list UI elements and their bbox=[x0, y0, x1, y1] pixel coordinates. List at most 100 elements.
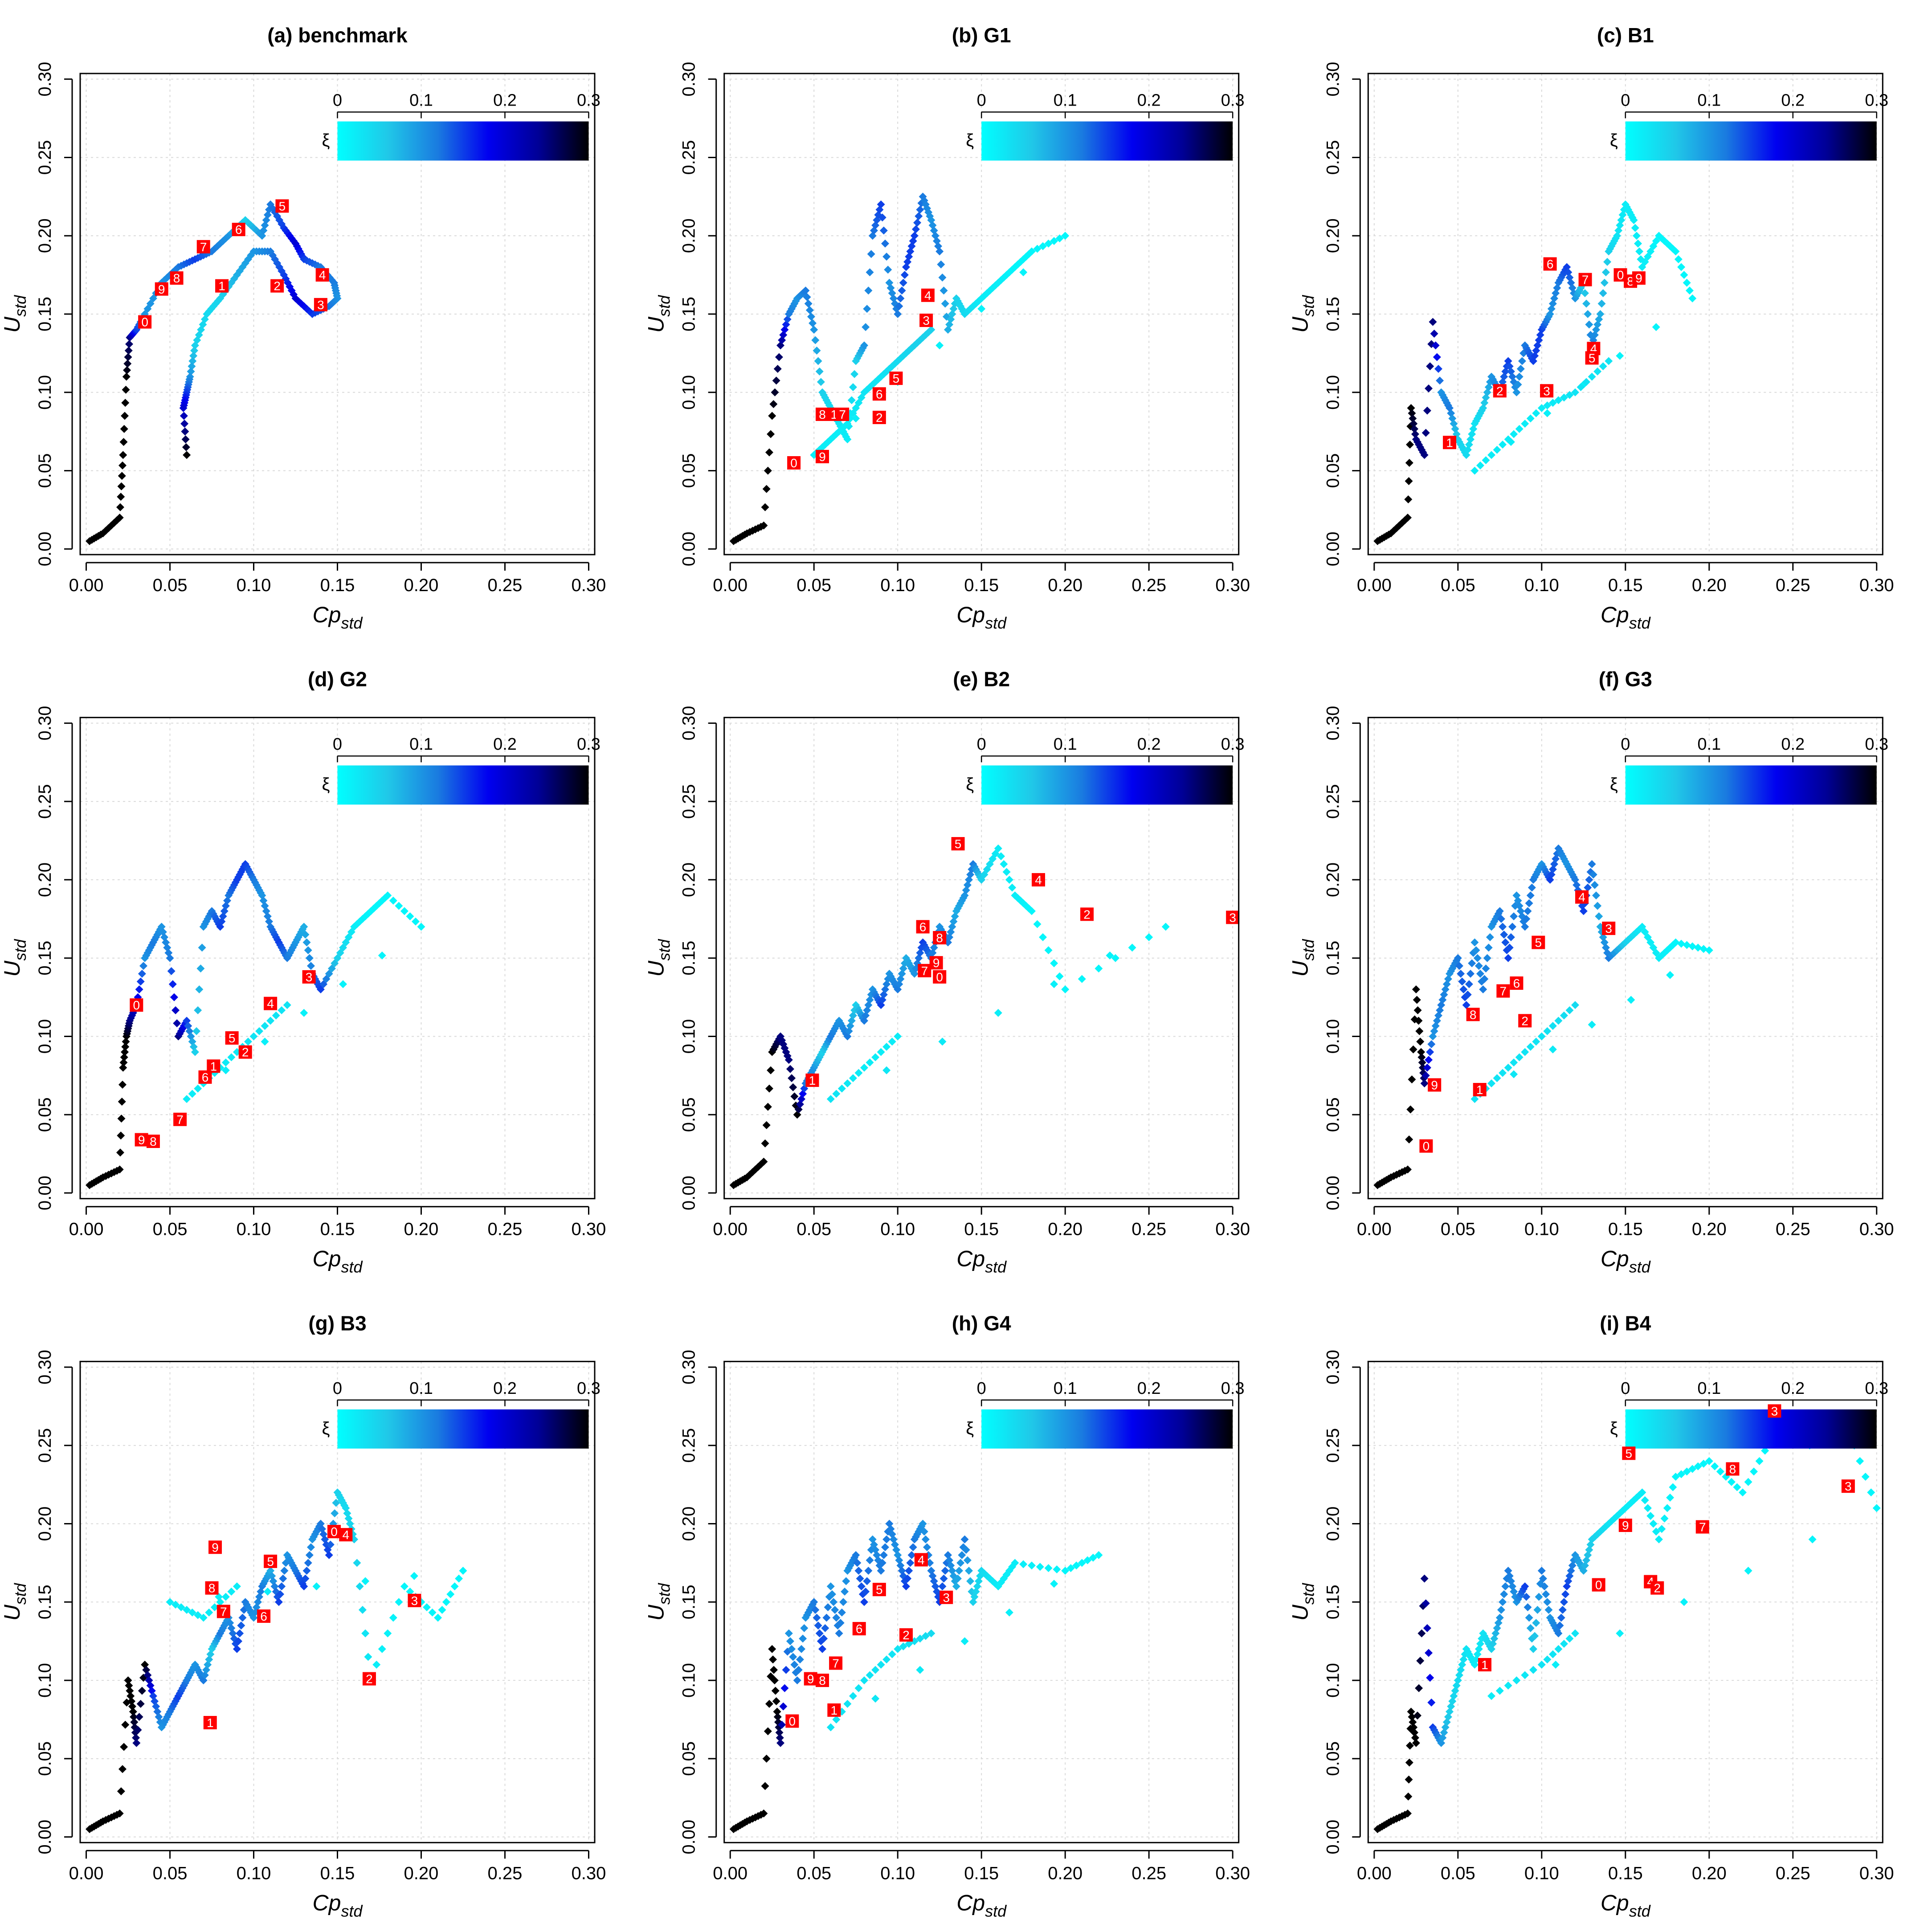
data-point bbox=[1511, 383, 1519, 392]
point-label-box bbox=[1080, 907, 1094, 921]
data-point bbox=[1461, 1650, 1469, 1658]
data-point bbox=[304, 1559, 312, 1567]
data-point bbox=[1406, 1105, 1415, 1114]
point-label-box bbox=[921, 288, 935, 302]
data-point bbox=[1624, 1501, 1633, 1510]
data-point bbox=[835, 1629, 843, 1638]
data-point bbox=[1416, 1037, 1425, 1046]
x-axis-label: Cpstd bbox=[313, 1890, 363, 1920]
data-point bbox=[1495, 1687, 1504, 1695]
data-point bbox=[194, 1006, 202, 1014]
colorbar: 0 0.1 0.2 0.3 ξ bbox=[322, 1379, 600, 1449]
data-point bbox=[910, 232, 919, 240]
data-point bbox=[947, 1561, 955, 1570]
colorbar-tick-label: 0 bbox=[333, 91, 342, 110]
data-point bbox=[789, 1653, 797, 1661]
data-point bbox=[123, 366, 131, 374]
data-point bbox=[1410, 425, 1419, 433]
colorbar-tick-label: 0 bbox=[977, 1379, 986, 1398]
data-point bbox=[892, 305, 901, 313]
data-point bbox=[1022, 253, 1030, 261]
x-axis: 0.00 0.05 0.10 0.15 0.20 0.25 0.30 Cpstd bbox=[1357, 1850, 1894, 1920]
data-point bbox=[1560, 1598, 1568, 1606]
point-label-box bbox=[135, 1133, 148, 1147]
data-point bbox=[1027, 907, 1036, 915]
data-point bbox=[1537, 1660, 1546, 1669]
data-point bbox=[192, 1027, 201, 1035]
x-axis-label: Cpstd bbox=[1601, 1246, 1651, 1276]
point-label-box bbox=[787, 456, 801, 470]
data-point bbox=[1554, 1645, 1563, 1653]
data-point bbox=[1406, 440, 1414, 449]
data-point bbox=[1476, 461, 1484, 470]
data-point bbox=[1597, 299, 1606, 308]
point-label: 1 bbox=[1446, 436, 1453, 449]
data-point bbox=[1515, 425, 1524, 433]
data-point bbox=[1409, 1718, 1417, 1726]
data-point bbox=[1469, 425, 1478, 433]
data-point bbox=[1423, 406, 1431, 415]
data-point bbox=[764, 466, 772, 475]
point-label-box bbox=[264, 1554, 278, 1568]
data-point bbox=[1554, 396, 1563, 404]
data-point bbox=[960, 1535, 969, 1544]
x-axis-label: Cpstd bbox=[956, 602, 1007, 632]
data-point bbox=[1635, 247, 1644, 256]
data-point bbox=[1532, 1037, 1540, 1046]
data-point bbox=[1526, 891, 1535, 900]
data-point bbox=[1095, 1551, 1103, 1559]
colorbar-gradient bbox=[981, 1409, 1233, 1449]
data-point bbox=[862, 1011, 870, 1020]
data-point bbox=[1002, 868, 1011, 876]
data-point bbox=[817, 378, 825, 386]
data-point bbox=[1663, 1504, 1671, 1512]
data-point bbox=[1005, 268, 1013, 277]
data-point bbox=[956, 1559, 965, 1567]
y-axis-label: Ustd bbox=[0, 295, 29, 333]
data-point bbox=[794, 1105, 803, 1114]
colorbar-tick-label: 0 bbox=[1621, 735, 1630, 754]
data-point bbox=[1677, 1470, 1686, 1479]
data-point bbox=[807, 312, 815, 321]
data-point bbox=[767, 1066, 775, 1074]
data-point bbox=[1044, 1564, 1053, 1573]
data-point bbox=[1415, 1684, 1423, 1692]
data-point bbox=[1694, 944, 1702, 952]
data-point bbox=[776, 1739, 785, 1747]
data-point bbox=[1694, 1462, 1702, 1470]
data-point bbox=[227, 1053, 236, 1062]
data-point bbox=[788, 1645, 796, 1653]
data-point bbox=[1586, 868, 1595, 876]
data-point bbox=[1425, 1649, 1433, 1657]
y-tick-label: 0.05 bbox=[35, 453, 55, 488]
colorbar-tick-label: 0.2 bbox=[493, 1379, 517, 1398]
data-point bbox=[1508, 923, 1517, 931]
colorbar-tick-label: 0 bbox=[1621, 1379, 1630, 1398]
data-point bbox=[1407, 404, 1415, 412]
data-point bbox=[1634, 239, 1642, 248]
data-point bbox=[1404, 495, 1413, 504]
data-point bbox=[1475, 962, 1483, 970]
data-point bbox=[771, 1687, 780, 1695]
data-point bbox=[1590, 1532, 1599, 1541]
data-point bbox=[764, 1103, 772, 1111]
y-axis: 0.00 0.05 0.10 0.15 0.20 0.25 0.30 Ustd bbox=[644, 706, 717, 1210]
data-point bbox=[1476, 969, 1484, 978]
data-point bbox=[221, 1058, 230, 1067]
data-point bbox=[980, 870, 988, 879]
y-tick-label: 0.30 bbox=[679, 706, 699, 740]
x-axis-label: Cpstd bbox=[1601, 1890, 1651, 1920]
data-point bbox=[915, 212, 923, 221]
data-point bbox=[926, 212, 934, 221]
data-point bbox=[1536, 331, 1544, 339]
chart-title: (e) B2 bbox=[953, 668, 1010, 691]
x-tick-label: 0.00 bbox=[713, 1863, 747, 1883]
data-point bbox=[1000, 860, 1008, 868]
data-point bbox=[905, 347, 913, 355]
data-point bbox=[878, 1559, 886, 1567]
x-tick-label: 0.10 bbox=[1524, 1220, 1559, 1239]
data-point bbox=[1603, 948, 1612, 957]
data-point bbox=[172, 1601, 180, 1609]
data-point bbox=[119, 438, 128, 446]
